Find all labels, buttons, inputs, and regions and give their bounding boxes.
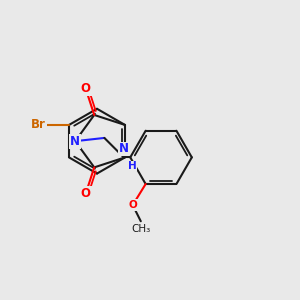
- Text: O: O: [128, 200, 137, 210]
- Text: Br: Br: [31, 118, 46, 131]
- Text: O: O: [81, 82, 91, 95]
- Text: O: O: [81, 187, 91, 200]
- Text: N: N: [70, 135, 80, 148]
- Text: N: N: [119, 142, 129, 155]
- Text: CH₃: CH₃: [131, 224, 150, 234]
- Text: H: H: [128, 161, 137, 171]
